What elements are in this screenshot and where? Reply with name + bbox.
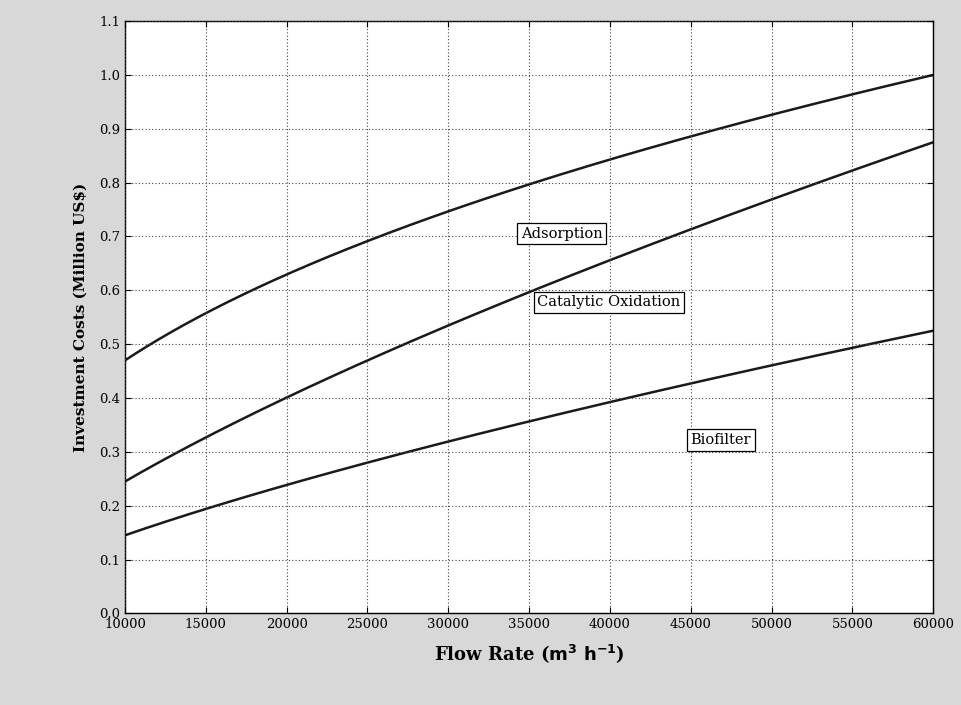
Text: Adsorption: Adsorption xyxy=(521,227,603,241)
Text: Biofilter: Biofilter xyxy=(690,433,751,447)
Y-axis label: Investment Costs (Million US$): Investment Costs (Million US$) xyxy=(74,183,87,452)
X-axis label: Flow Rate ($\mathbf{m^3}$ $\mathbf{h^{-1}}$): Flow Rate ($\mathbf{m^3}$ $\mathbf{h^{-1… xyxy=(433,642,624,666)
Text: Catalytic Oxidation: Catalytic Oxidation xyxy=(536,295,679,309)
